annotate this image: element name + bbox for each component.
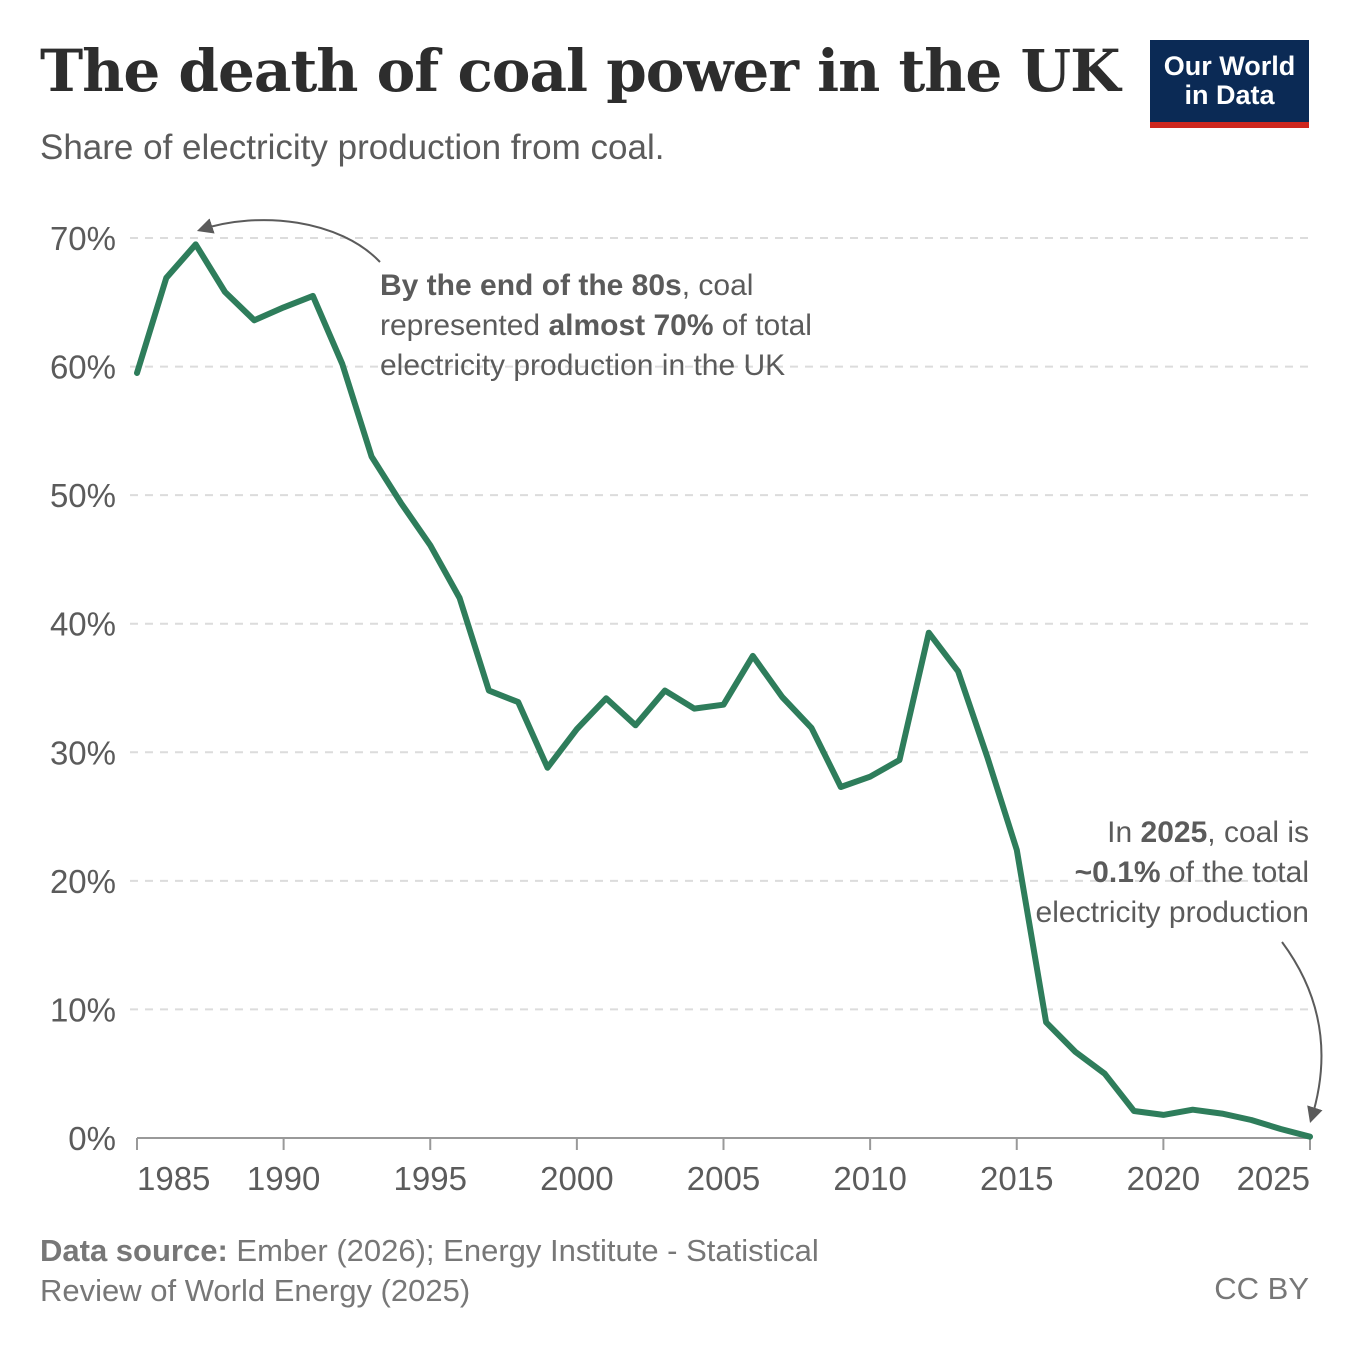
latest-annotation-text-4: electricity production: [1035, 896, 1309, 929]
y-tick-label: 10%: [50, 991, 116, 1028]
peak-annotation: By the end of the 80s, coal represented …: [380, 266, 900, 386]
chart-subtitle: Share of electricity production from coa…: [40, 128, 665, 167]
x-tick-label: 1990: [247, 1160, 320, 1197]
y-tick-label: 30%: [50, 734, 116, 771]
x-tick-label: 2015: [980, 1160, 1053, 1197]
x-tick-label: 1985: [137, 1160, 210, 1197]
grid-lines: [130, 237, 1310, 1011]
logo-line-2: in Data: [1184, 80, 1275, 110]
coal-share-line[interactable]: [134, 241, 1313, 1140]
peak-annotation-bold-1: By the end of the 80s: [380, 269, 682, 302]
peak-annotation-text-2: of total electricity production in the U…: [380, 309, 812, 382]
x-tick-label: 1995: [394, 1160, 467, 1197]
latest-annotation: In 2025, coal is ~0.1% of the total elec…: [1036, 813, 1309, 933]
x-tick-label: 2000: [540, 1160, 613, 1197]
latest-annotation-bold-2: ~0.1%: [1074, 856, 1161, 889]
y-tick-label: 70%: [50, 220, 116, 257]
x-axis: [136, 1137, 1311, 1150]
latest-annotation-text-3: of the total: [1160, 856, 1309, 889]
y-tick-label: 40%: [50, 606, 116, 643]
peak-annotation-bold-2: almost 70%: [548, 309, 714, 342]
latest-annotation-bold-1: 2025: [1140, 816, 1208, 849]
x-tick-label: 2020: [1127, 1160, 1200, 1197]
peak-annotation-arrow: [196, 218, 381, 263]
y-tick-label: 0%: [68, 1120, 116, 1157]
x-tick-labels: 1985 1990 1995 2000 2005 2010 2015 2020 2025: [137, 1160, 1310, 1197]
chart-title: The death of coal power in the UK: [40, 37, 1121, 105]
y-tick-labels: 0% 10% 20% 30% 40% 50% 60% 70%: [50, 220, 116, 1157]
license[interactable]: CC BY: [1214, 1271, 1309, 1306]
x-tick-label: 2010: [833, 1160, 906, 1197]
series-coal-share: [134, 241, 1313, 1140]
y-tick-label: 50%: [50, 477, 116, 514]
latest-annotation-arrow: [1281, 941, 1323, 1124]
annotation-arrows: [196, 218, 1323, 1124]
owid-logo[interactable]: Our World in Data: [1150, 40, 1309, 128]
latest-annotation-text-2: , coal is: [1207, 816, 1309, 849]
logo-line-1: Our World: [1163, 51, 1296, 81]
peak-annotation-text-1: , coal represented: [380, 269, 754, 342]
data-source: Data source: Ember (2026); Energy Instit…: [40, 1231, 820, 1311]
y-tick-label: 20%: [50, 863, 116, 900]
y-tick-label: 60%: [50, 349, 116, 386]
data-source-label: Data source:: [40, 1233, 228, 1268]
data-source-text[interactable]: Ember (2026); Energy Institute - Statist…: [40, 1233, 819, 1308]
x-tick-label: 2005: [687, 1160, 760, 1197]
latest-annotation-text-1: In: [1107, 816, 1141, 849]
x-tick-label: 2025: [1237, 1160, 1310, 1197]
